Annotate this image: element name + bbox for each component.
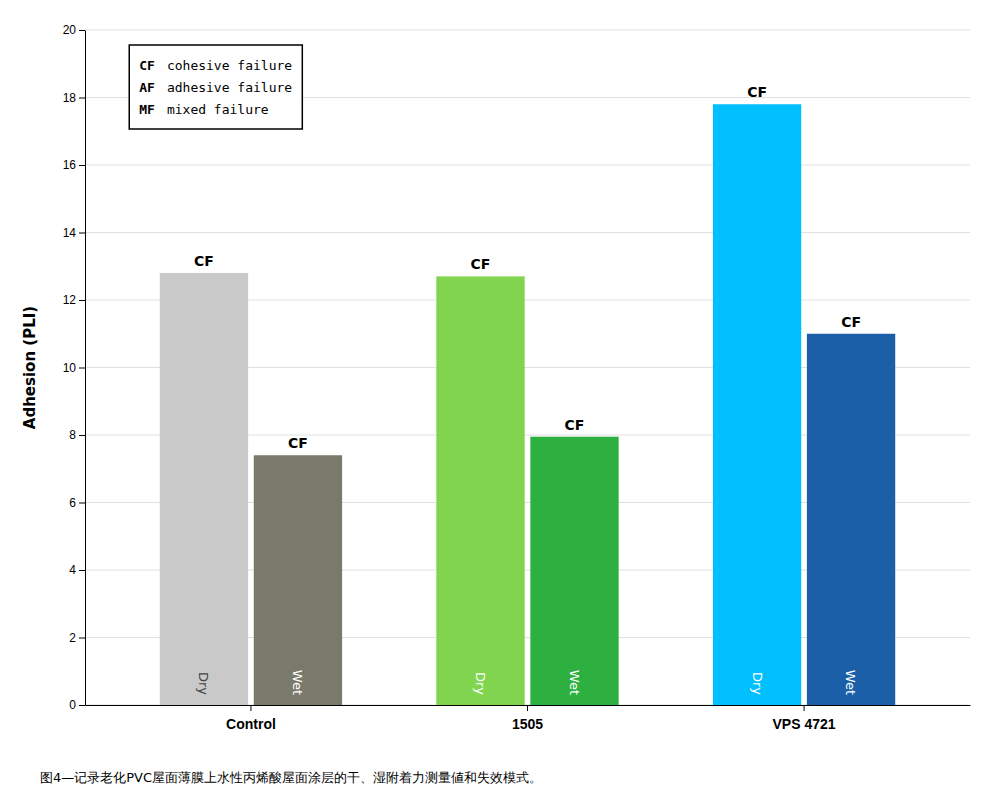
failure-label: CF	[565, 417, 585, 433]
bar-series-label: Dry	[196, 672, 211, 695]
y-axis: 0 2 4 6 8 10 12 14 16 18 20	[63, 23, 86, 712]
x-tick: VPS 4721	[773, 705, 836, 732]
x-tick-label: Control	[226, 716, 276, 732]
y-tick: 16	[63, 158, 85, 172]
failure-label: CF	[194, 253, 214, 269]
y-tick: 12	[63, 293, 85, 307]
chart: Dry CF Dry CF Dry CF Wet CF Wet CF Wet CF Control 150…	[0, 0, 1000, 800]
bar	[254, 455, 342, 705]
y-tick-mark	[79, 30, 85, 31]
failure-label: CF	[471, 256, 491, 272]
bar-series-label: Wet	[844, 670, 859, 695]
y-tick: 20	[63, 23, 85, 37]
y-tick-mark	[79, 570, 85, 571]
y-tick-label: 0	[69, 698, 76, 712]
y-tick-mark	[79, 165, 85, 166]
x-tick-mark	[804, 705, 805, 711]
x-tick-label: 1505	[512, 716, 543, 732]
y-tick-label: 14	[63, 226, 77, 240]
annotation-line: AF adhesive failure	[139, 80, 292, 95]
bar-series-label: Wet	[290, 670, 305, 695]
bar-series-label: Dry	[750, 672, 765, 695]
y-tick-mark	[79, 98, 85, 99]
y-tick-mark	[79, 503, 85, 504]
x-tick-mark	[250, 705, 251, 711]
y-tick: 10	[63, 361, 85, 375]
y-tick: 4	[69, 563, 85, 577]
x-axis: Control 1505 VPS 4721	[86, 705, 971, 732]
caption: 图4—记录老化PVC屋面薄膜上水性丙烯酸屋面涂层的干、湿附着力测量値和失效模式。	[40, 770, 542, 785]
grid-line	[85, 232, 970, 233]
y-tick-mark	[79, 300, 85, 301]
x-tick: Control	[226, 705, 276, 732]
bar	[160, 273, 248, 705]
failure-label: CF	[288, 435, 308, 451]
y-tick-label: 12	[63, 293, 77, 307]
y-tick: 14	[63, 226, 85, 240]
y-tick-label: 8	[69, 428, 76, 442]
y-tick-label: 4	[69, 563, 76, 577]
y-tick: 18	[63, 91, 85, 105]
x-tick: 1505	[512, 705, 543, 732]
y-axis-title: Adhesion (PLI)	[21, 306, 39, 429]
y-tick-label: 6	[69, 496, 76, 510]
grid-line	[85, 165, 970, 166]
grid	[85, 30, 970, 705]
y-tick-mark	[79, 705, 85, 706]
y-tick-mark	[79, 435, 85, 436]
y-tick-mark	[79, 233, 85, 234]
annotation-text: adhesive failure	[167, 80, 292, 95]
bars	[160, 104, 895, 705]
y-axis-line	[85, 31, 86, 706]
bar-texts: Dry CF Dry CF Dry CF Wet CF Wet CF Wet CF	[194, 84, 861, 695]
annotation-line: MF mixed failure	[139, 102, 269, 117]
y-tick-label: 10	[63, 361, 77, 375]
bar-series-label: Wet	[567, 670, 582, 695]
bar	[530, 437, 618, 705]
bar	[436, 276, 524, 705]
y-tick: 8	[69, 428, 85, 442]
annotation-frame	[129, 45, 302, 129]
y-tick-mark	[79, 368, 85, 369]
y-tick: 0	[69, 698, 85, 712]
x-tick-mark	[527, 705, 528, 711]
annotation-label: MF	[139, 102, 155, 117]
y-tick-mark	[79, 638, 85, 639]
y-tick-label: 18	[63, 91, 77, 105]
y-tick: 6	[69, 496, 85, 510]
annotation-label: AF	[139, 80, 155, 95]
y-tick-label: 16	[63, 158, 77, 172]
x-tick-label: VPS 4721	[773, 716, 836, 732]
annotation-text: cohesive failure	[167, 58, 292, 73]
bar	[713, 104, 801, 705]
failure-label: CF	[747, 84, 767, 100]
failure-label: CF	[841, 314, 861, 330]
bar	[807, 334, 895, 705]
annotation-label: CF	[139, 58, 155, 73]
y-tick-label: 20	[63, 23, 77, 37]
y-tick-label: 2	[69, 631, 76, 645]
annotation-line: CF cohesive failure	[139, 58, 292, 73]
annotation-text: mixed failure	[167, 102, 269, 117]
annotation-box: CF cohesive failure AF adhesive failure MF mi…	[129, 45, 302, 129]
bar-series-label: Dry	[473, 672, 488, 695]
grid-line	[85, 30, 970, 31]
y-tick: 2	[69, 631, 85, 645]
